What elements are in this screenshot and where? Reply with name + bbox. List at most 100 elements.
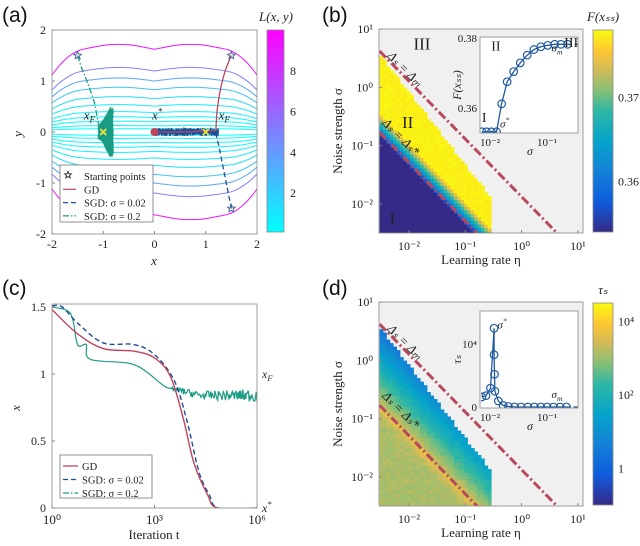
heatmap-cell [477,189,482,193]
heatmap-cell [423,164,428,169]
heatmap-cell [389,224,394,228]
subscript: F [266,374,273,383]
heatmap-cell [447,504,451,506]
sgd-large-noise-trajectory [97,106,115,158]
heatmap-cell [379,59,384,64]
heatmap-cell [423,157,428,162]
heatmap-cell [406,185,411,190]
heatmap-cell [426,427,431,431]
heatmap-cell [406,105,411,110]
heatmap-cell [379,399,384,403]
heatmap-cell [393,357,397,362]
heatmap-cell [386,353,391,358]
x-axis-label: Learning rate η [441,252,521,267]
heatmap-cell [440,434,445,438]
heatmap-cell [382,472,387,477]
heatmap-cell [474,217,478,221]
heatmap-cell [399,87,404,92]
heatmap-cell [410,108,414,113]
region-label: III [413,34,430,53]
heatmap-cell [440,199,445,204]
heatmap-cell [396,360,401,365]
heatmap-cell [386,147,391,151]
heatmap-cell [450,472,455,477]
heatmap-cell [410,458,414,463]
heatmap-cell [420,224,424,228]
heatmap-cell [410,402,414,407]
heatmap-cell [426,196,431,200]
heatmap-cell [403,402,408,407]
heatmap-cell [410,371,414,376]
heatmap-cell [464,231,468,233]
heatmap-cell [447,182,451,186]
heatmap-cell [403,465,408,470]
heatmap-cell [382,455,387,459]
heatmap-cell [457,203,462,207]
heatmap-cell [460,210,465,214]
heatmap-cell [386,192,391,197]
heatmap-cell [480,465,485,470]
heatmap-cell [386,360,391,365]
heatmap-cell [413,115,418,120]
heatmap-cell [403,451,408,456]
inset-area [480,311,578,408]
heatmap-cell [413,444,418,449]
heatmap-cell [399,444,404,449]
inset-y-tick-label: 0.38 [458,33,478,45]
heatmap-cell [382,84,387,89]
heatmap-cell [416,490,421,494]
heatmap-cell [403,189,408,193]
heatmap-cell [382,395,387,400]
heatmap-cell [450,196,455,200]
legend-entry: SGD: σ = 0.2 [82,489,139,500]
heatmap-cell [386,87,391,92]
heatmap-cell [382,94,387,99]
heatmap-cell [396,458,401,463]
heatmap-cell [396,210,401,214]
heatmap-cell [389,220,394,225]
heatmap-cell [393,350,397,355]
heatmap-cell [423,420,428,424]
heatmap-cell [440,504,445,506]
inset-data-point [498,401,508,408]
heatmap-cell [426,458,431,463]
heatmap-cell [453,224,458,228]
heatmap-cell [413,192,418,197]
heatmap-cell [474,455,478,459]
heatmap-cell [403,112,408,117]
heatmap-cell [430,406,435,410]
heatmap-cell [467,171,472,176]
heatmap-cell [464,164,468,169]
heatmap-cell [382,332,387,337]
inset-series [481,323,578,408]
heatmap-cell [457,437,462,442]
heatmap-cell [423,483,428,487]
heatmap-cell [447,154,451,158]
colorbar-tick-label: 1 [618,461,624,475]
heatmap-cell [440,490,445,494]
heatmap-cell [460,168,465,172]
heatmap-cell [386,94,391,99]
heatmap-cell [403,196,408,200]
heatmap-cell [433,504,438,506]
heatmap-cell [437,224,441,228]
heatmap-cell [413,406,418,410]
heatmap-cell [379,448,384,452]
heatmap-cell [399,161,404,165]
heatmap-cell [480,224,485,228]
heatmap-cell [457,171,462,176]
heatmap-cell [393,196,397,200]
heatmap-cell [396,353,401,358]
heatmap-cell [386,504,391,506]
heatmap-cell [413,497,418,501]
heatmap-cell [382,388,387,393]
heatmap-cell [413,136,418,141]
heatmap-cell [389,367,394,372]
heatmap-cell [389,353,394,358]
heatmap-cell [406,486,411,491]
heatmap-cell [480,213,485,218]
heatmap-cell [379,420,384,424]
heatmap-cell [416,189,421,193]
heatmap-cell [420,210,424,214]
heatmap-cell [426,168,431,172]
